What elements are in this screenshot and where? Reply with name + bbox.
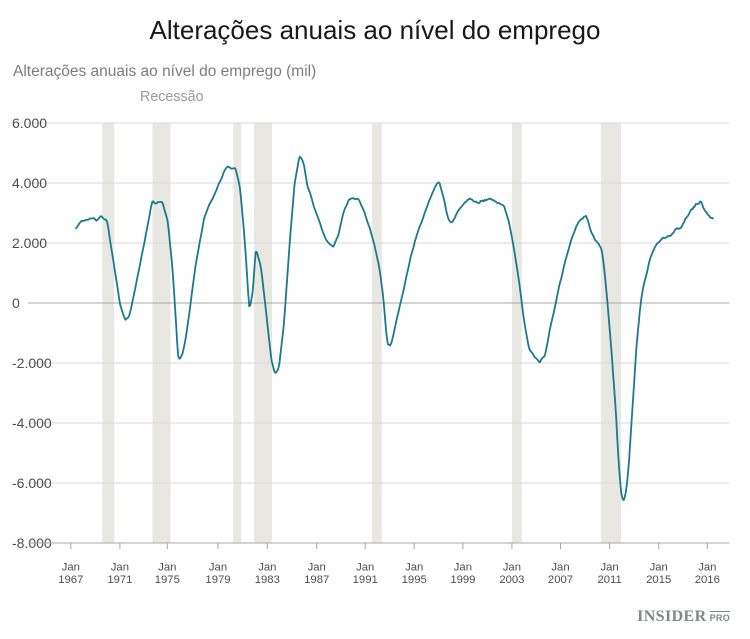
svg-text:Jan: Jan [209,562,227,574]
svg-text:Jan: Jan [600,562,618,574]
svg-text:Jan: Jan [650,562,668,574]
svg-text:Jan: Jan [551,562,569,574]
svg-text:Jan: Jan [405,562,423,574]
svg-text:1979: 1979 [205,574,230,586]
svg-text:Jan: Jan [503,562,521,574]
svg-text:2.000: 2.000 [12,235,47,251]
svg-text:2015: 2015 [646,574,671,586]
svg-text:1967: 1967 [58,574,83,586]
svg-text:Jan: Jan [111,562,129,574]
svg-text:-2.000: -2.000 [12,355,52,371]
svg-text:1991: 1991 [353,574,378,586]
svg-text:2007: 2007 [548,574,573,586]
svg-text:2003: 2003 [499,574,524,586]
svg-text:1999: 1999 [450,574,475,586]
svg-text:6.000: 6.000 [12,115,47,131]
svg-text:1983: 1983 [255,574,280,586]
svg-text:1995: 1995 [402,574,427,586]
svg-text:1987: 1987 [304,574,329,586]
svg-text:Jan: Jan [258,562,276,574]
svg-text:4.000: 4.000 [12,175,47,191]
svg-text:-6.000: -6.000 [12,475,52,491]
svg-text:0: 0 [12,295,20,311]
svg-text:2016: 2016 [695,574,720,586]
svg-text:Jan: Jan [158,562,176,574]
svg-text:1975: 1975 [155,574,180,586]
svg-text:1971: 1971 [107,574,132,586]
svg-text:Jan: Jan [454,562,472,574]
svg-text:Jan: Jan [698,562,716,574]
svg-text:-4.000: -4.000 [12,415,52,431]
svg-text:2011: 2011 [597,574,621,586]
svg-text:Jan: Jan [62,562,80,574]
svg-text:Jan: Jan [308,562,326,574]
svg-text:Jan: Jan [356,562,374,574]
